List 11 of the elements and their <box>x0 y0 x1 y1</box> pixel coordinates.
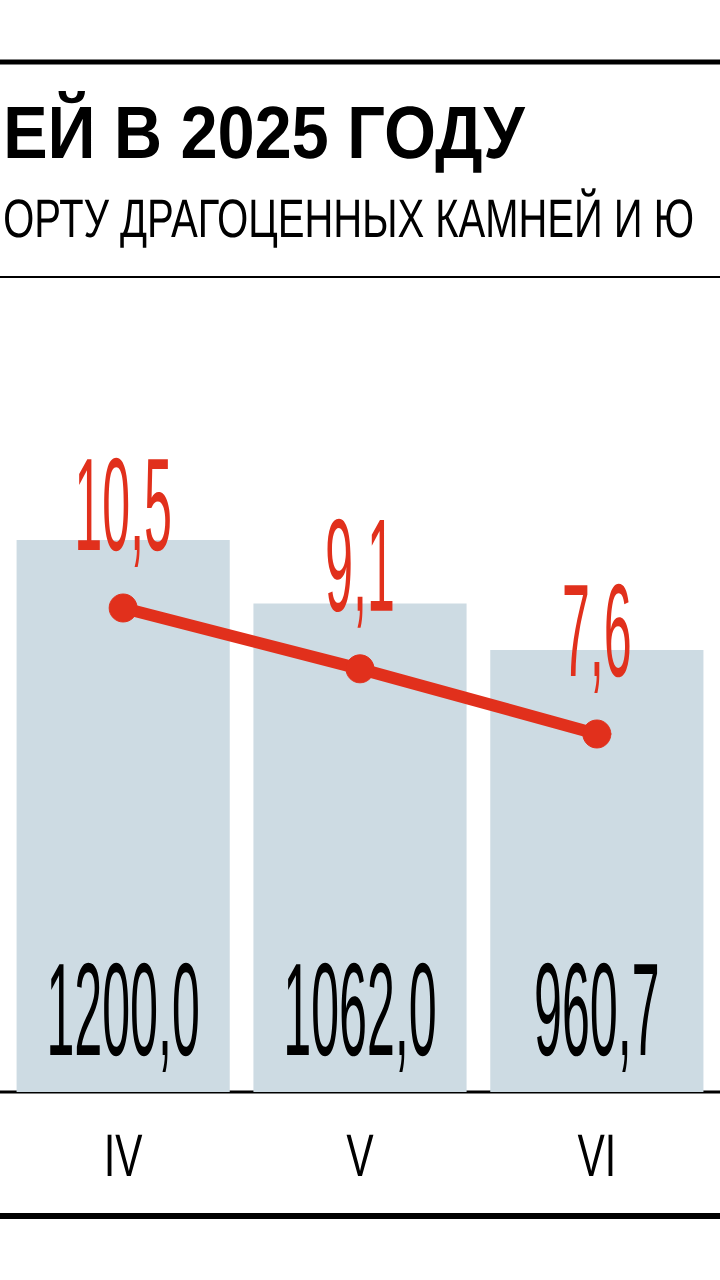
x-tick-label: VI <box>577 1134 613 1176</box>
x-tick-label: IV <box>107 1134 143 1176</box>
data-label: 960,7 <box>536 962 658 1072</box>
chart-subtitle: ОРТУ ДРАГОЦЕННЫХ КАМНЕЙ И Ю <box>5 188 693 248</box>
data-label: 7,6 <box>564 583 630 693</box>
data-label: 1200,0 <box>50 962 198 1072</box>
data-label: 1062,0 <box>287 962 435 1072</box>
chart-title: ЕЙ В 2025 ГОДУ <box>7 91 526 173</box>
data-label: 10,5 <box>78 457 170 567</box>
data-label: 9,1 <box>327 518 393 628</box>
x-tick-label: V <box>346 1134 374 1176</box>
